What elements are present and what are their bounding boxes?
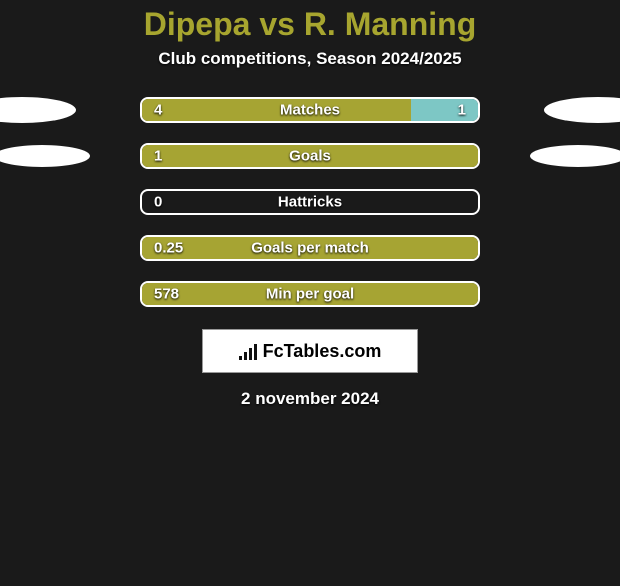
stat-row: 1Goals [0,143,620,169]
stat-label: Hattricks [142,194,478,211]
date-label: 2 november 2024 [0,389,620,409]
bar-chart-icon [239,342,257,360]
player-left-ellipse [0,145,90,167]
stat-row: 0Hattricks [0,189,620,215]
logo-box: FcTables.com [202,329,418,373]
player-left-ellipse [0,97,76,123]
stat-label: Matches [142,102,478,119]
stat-label: Goals per match [142,240,478,257]
stat-row: 578Min per goal [0,281,620,307]
stat-bar: 1Goals [140,143,480,169]
stat-bar: 0Hattricks [140,189,480,215]
stats-rows: 41Matches 1Goals 0Hattricks 0.25Goals per m… [0,97,620,307]
player-right-ellipse [530,145,620,167]
player-right-ellipse [544,97,620,123]
stat-bar: 41Matches [140,97,480,123]
stat-label: Min per goal [142,286,478,303]
subtitle: Club competitions, Season 2024/2025 [0,49,620,69]
stat-row: 0.25Goals per match [0,235,620,261]
stat-label: Goals [142,148,478,165]
stat-row: 41Matches [0,97,620,123]
page-title: Dipepa vs R. Manning [0,6,620,43]
stat-bar: 578Min per goal [140,281,480,307]
logo-text: FcTables.com [263,341,382,362]
stat-bar: 0.25Goals per match [140,235,480,261]
